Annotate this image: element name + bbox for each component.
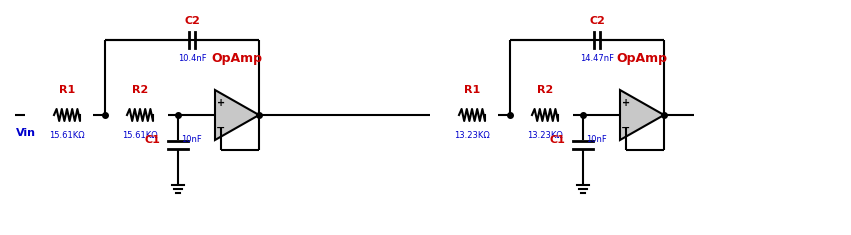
Text: C2: C2 [589,16,605,26]
Text: R2: R2 [132,85,148,95]
Text: −: − [216,122,226,133]
Text: +: + [622,98,630,107]
Text: 15.61KΩ: 15.61KΩ [49,131,85,140]
Text: C1: C1 [549,135,565,145]
Text: +: + [217,98,225,107]
Text: 10nF: 10nF [181,136,202,145]
Text: C2: C2 [184,16,200,26]
Text: R1: R1 [464,85,480,95]
Text: R2: R2 [537,85,553,95]
Text: 13.23KΩ: 13.23KΩ [527,131,563,140]
Text: C1: C1 [144,135,160,145]
Text: OpAmp: OpAmp [616,52,667,65]
Text: 14.47nF: 14.47nF [580,54,614,63]
Text: 10.4nF: 10.4nF [178,54,206,63]
Text: R1: R1 [59,85,75,95]
Text: 15.61KΩ: 15.61KΩ [123,131,157,140]
Text: OpAmp: OpAmp [212,52,262,65]
Text: Vin: Vin [16,128,36,138]
Polygon shape [620,90,664,140]
Text: 10nF: 10nF [586,136,607,145]
Text: −: − [621,122,631,133]
Polygon shape [215,90,259,140]
Text: 13.23KΩ: 13.23KΩ [454,131,490,140]
